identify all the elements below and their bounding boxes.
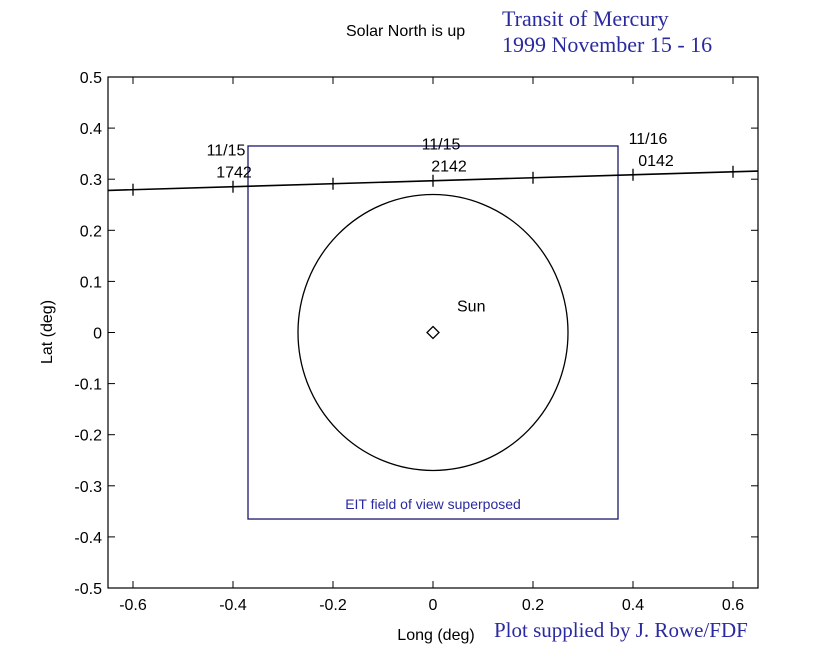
y-tick-label: -0.1 [74, 377, 102, 394]
y-axis-label: Lat (deg) [39, 300, 56, 364]
x-tick-label: 0.6 [722, 597, 744, 614]
track-date-label: 11/15 [422, 137, 461, 154]
y-tick-label: 0.5 [80, 70, 102, 87]
x-tick-label: 0.2 [522, 597, 544, 614]
y-tick-label: -0.2 [74, 428, 102, 445]
x-tick-label: -0.4 [219, 597, 247, 614]
chart-marks-group: EIT field of view superposed Sun 11/15 1742… [107, 131, 759, 520]
x-tick-label: -0.2 [319, 597, 347, 614]
x-tick-label: -0.6 [119, 597, 147, 614]
sun-disk [297, 193, 569, 472]
y-tick-label: 0.3 [80, 172, 102, 189]
track-date-label: 11/15 [207, 143, 246, 160]
x-ticks-group: -0.6 -0.4 -0.2 0 0.2 0.4 0.6 [119, 77, 744, 614]
sun-label: Sun [457, 299, 485, 316]
y-tick-label: -0.4 [74, 530, 102, 547]
y-tick-label: -0.3 [74, 479, 102, 496]
y-tick-label: -0.5 [74, 581, 102, 598]
y-tick-label: 0.4 [80, 121, 102, 138]
track-date-label: 11/16 [629, 131, 668, 148]
x-axis-label: Long (deg) [397, 627, 474, 644]
y-tick-label: 0.2 [80, 223, 102, 240]
title-line-2: 1999 November 15 - 16 [502, 32, 713, 57]
x-tick-label: 0 [429, 597, 438, 614]
track-time-label: 1742 [216, 165, 252, 182]
eit-fov-box [247, 145, 619, 520]
x-tick-label: 0.4 [622, 597, 644, 614]
y-tick-label: 0 [93, 326, 102, 343]
plot-title: Transit of Mercury 1999 November 15 - 16 [502, 6, 712, 58]
track-time-label: 2142 [431, 159, 467, 176]
solar-north-note: Solar North is up [346, 23, 466, 40]
plot-credit: Plot supplied by J. Rowe/FDF [494, 618, 748, 642]
y-ticks-group: 0.5 0.4 0.3 0.2 0.1 0 -0.1 -0.2 -0.3 -0.4 -0.5 [74, 70, 758, 598]
y-tick-label: 0.1 [80, 274, 102, 291]
title-line-1: Transit of Mercury [502, 6, 669, 31]
track-time-label: 0142 [638, 153, 674, 170]
sun-center-marker [426, 325, 440, 340]
eit-fov-label: EIT field of view superposed [345, 496, 521, 512]
